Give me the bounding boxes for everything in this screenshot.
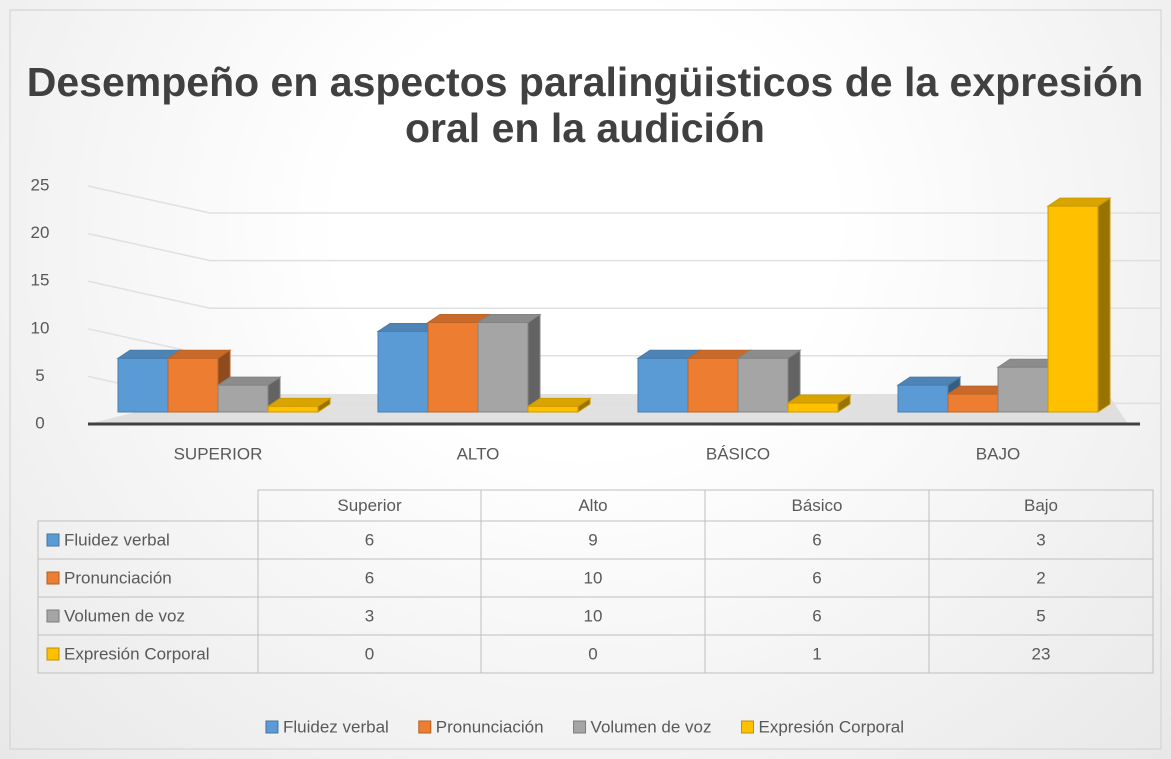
grid-line	[87, 328, 1160, 357]
table-header: Básico	[791, 496, 842, 515]
table-cell: 5	[1036, 606, 1045, 625]
bar-top	[1046, 197, 1112, 207]
table-cell: 6	[365, 530, 374, 549]
table-series-name: Pronunciación	[64, 568, 172, 587]
y-tick-label: 15	[31, 271, 50, 290]
grid-line	[87, 185, 1160, 214]
table-series-name: Expresión Corporal	[64, 644, 210, 663]
bar-front	[377, 330, 429, 413]
y-tick-label: 25	[31, 175, 50, 194]
legend-key	[418, 720, 432, 734]
bar-front	[167, 357, 219, 413]
bar-front	[947, 393, 999, 413]
table-cell: 3	[1036, 530, 1045, 549]
x-tick-label: ALTO	[457, 444, 500, 463]
table-cell: 0	[365, 644, 374, 663]
bar-top	[476, 314, 542, 324]
table-row	[37, 634, 1154, 674]
table-key	[46, 571, 60, 585]
table-cell: 9	[588, 530, 597, 549]
table-cell: 6	[812, 568, 821, 587]
x-tick-label: BAJO	[976, 444, 1020, 463]
bar	[526, 397, 592, 413]
bar	[266, 397, 332, 413]
bar-top	[266, 397, 332, 407]
table-cell: 0	[588, 644, 597, 663]
bar-front	[117, 357, 169, 413]
bar-front	[897, 384, 949, 413]
bar-front	[637, 357, 689, 413]
y-tick-label: 5	[35, 366, 44, 385]
bar-top	[786, 394, 852, 404]
table-cell: 23	[1032, 644, 1051, 663]
legend-label: Volumen de voz	[591, 717, 712, 736]
bar-side	[1097, 197, 1111, 413]
chart-title: Desempeño en aspectos paralingüisticos d…	[27, 59, 1144, 151]
table-series-name: Fluidez verbal	[64, 530, 170, 549]
table-series-name: Volumen de voz	[64, 606, 185, 625]
table-cell: 10	[584, 568, 603, 587]
floor	[88, 394, 1128, 424]
bar-side	[527, 313, 541, 413]
table-cell: 10	[584, 606, 603, 625]
legend-label: Pronunciación	[436, 717, 544, 736]
legend-key	[741, 720, 755, 734]
x-tick-label: SUPERIOR	[174, 444, 263, 463]
bar-top	[166, 349, 232, 359]
table-cell: 6	[812, 530, 821, 549]
bar	[1046, 197, 1112, 413]
bar	[476, 313, 542, 413]
table-cell: 2	[1036, 568, 1045, 587]
bar-front	[787, 402, 839, 413]
bar-front	[687, 357, 739, 413]
y-tick-label: 10	[31, 318, 50, 337]
table-key	[46, 533, 60, 547]
bar	[216, 376, 282, 413]
table-key	[46, 647, 60, 661]
bar-front	[427, 322, 479, 413]
table-key	[46, 609, 60, 623]
bar-front	[477, 322, 529, 413]
table-header: Superior	[337, 496, 402, 515]
bar-front	[527, 405, 579, 413]
chart-border	[9, 9, 1162, 750]
bar-front	[997, 366, 1049, 413]
bar-front	[737, 357, 789, 413]
table-cell: 3	[365, 606, 374, 625]
table-header: Bajo	[1024, 496, 1058, 515]
bar-top	[896, 376, 962, 386]
legend-key	[573, 720, 587, 734]
bar-top	[526, 397, 592, 407]
legend-key	[265, 720, 279, 734]
y-tick-label: 0	[35, 413, 44, 432]
y-tick-label: 20	[31, 223, 50, 242]
table-cell: 6	[365, 568, 374, 587]
bar-front	[1047, 205, 1099, 413]
bar	[736, 349, 802, 413]
grid-line	[87, 232, 1160, 262]
x-tick-label: BÁSICO	[706, 444, 770, 463]
bar	[786, 394, 852, 413]
legend-label: Expresión Corporal	[759, 717, 905, 736]
bar-top	[736, 349, 802, 359]
bar-front	[217, 384, 269, 413]
table-cell: 6	[812, 606, 821, 625]
table-cell: 1	[812, 644, 821, 663]
grid-line	[87, 280, 1160, 309]
bar-front	[267, 405, 319, 413]
table-header: Alto	[578, 496, 607, 515]
legend-label: Fluidez verbal	[283, 717, 389, 736]
bar-top	[216, 376, 282, 386]
